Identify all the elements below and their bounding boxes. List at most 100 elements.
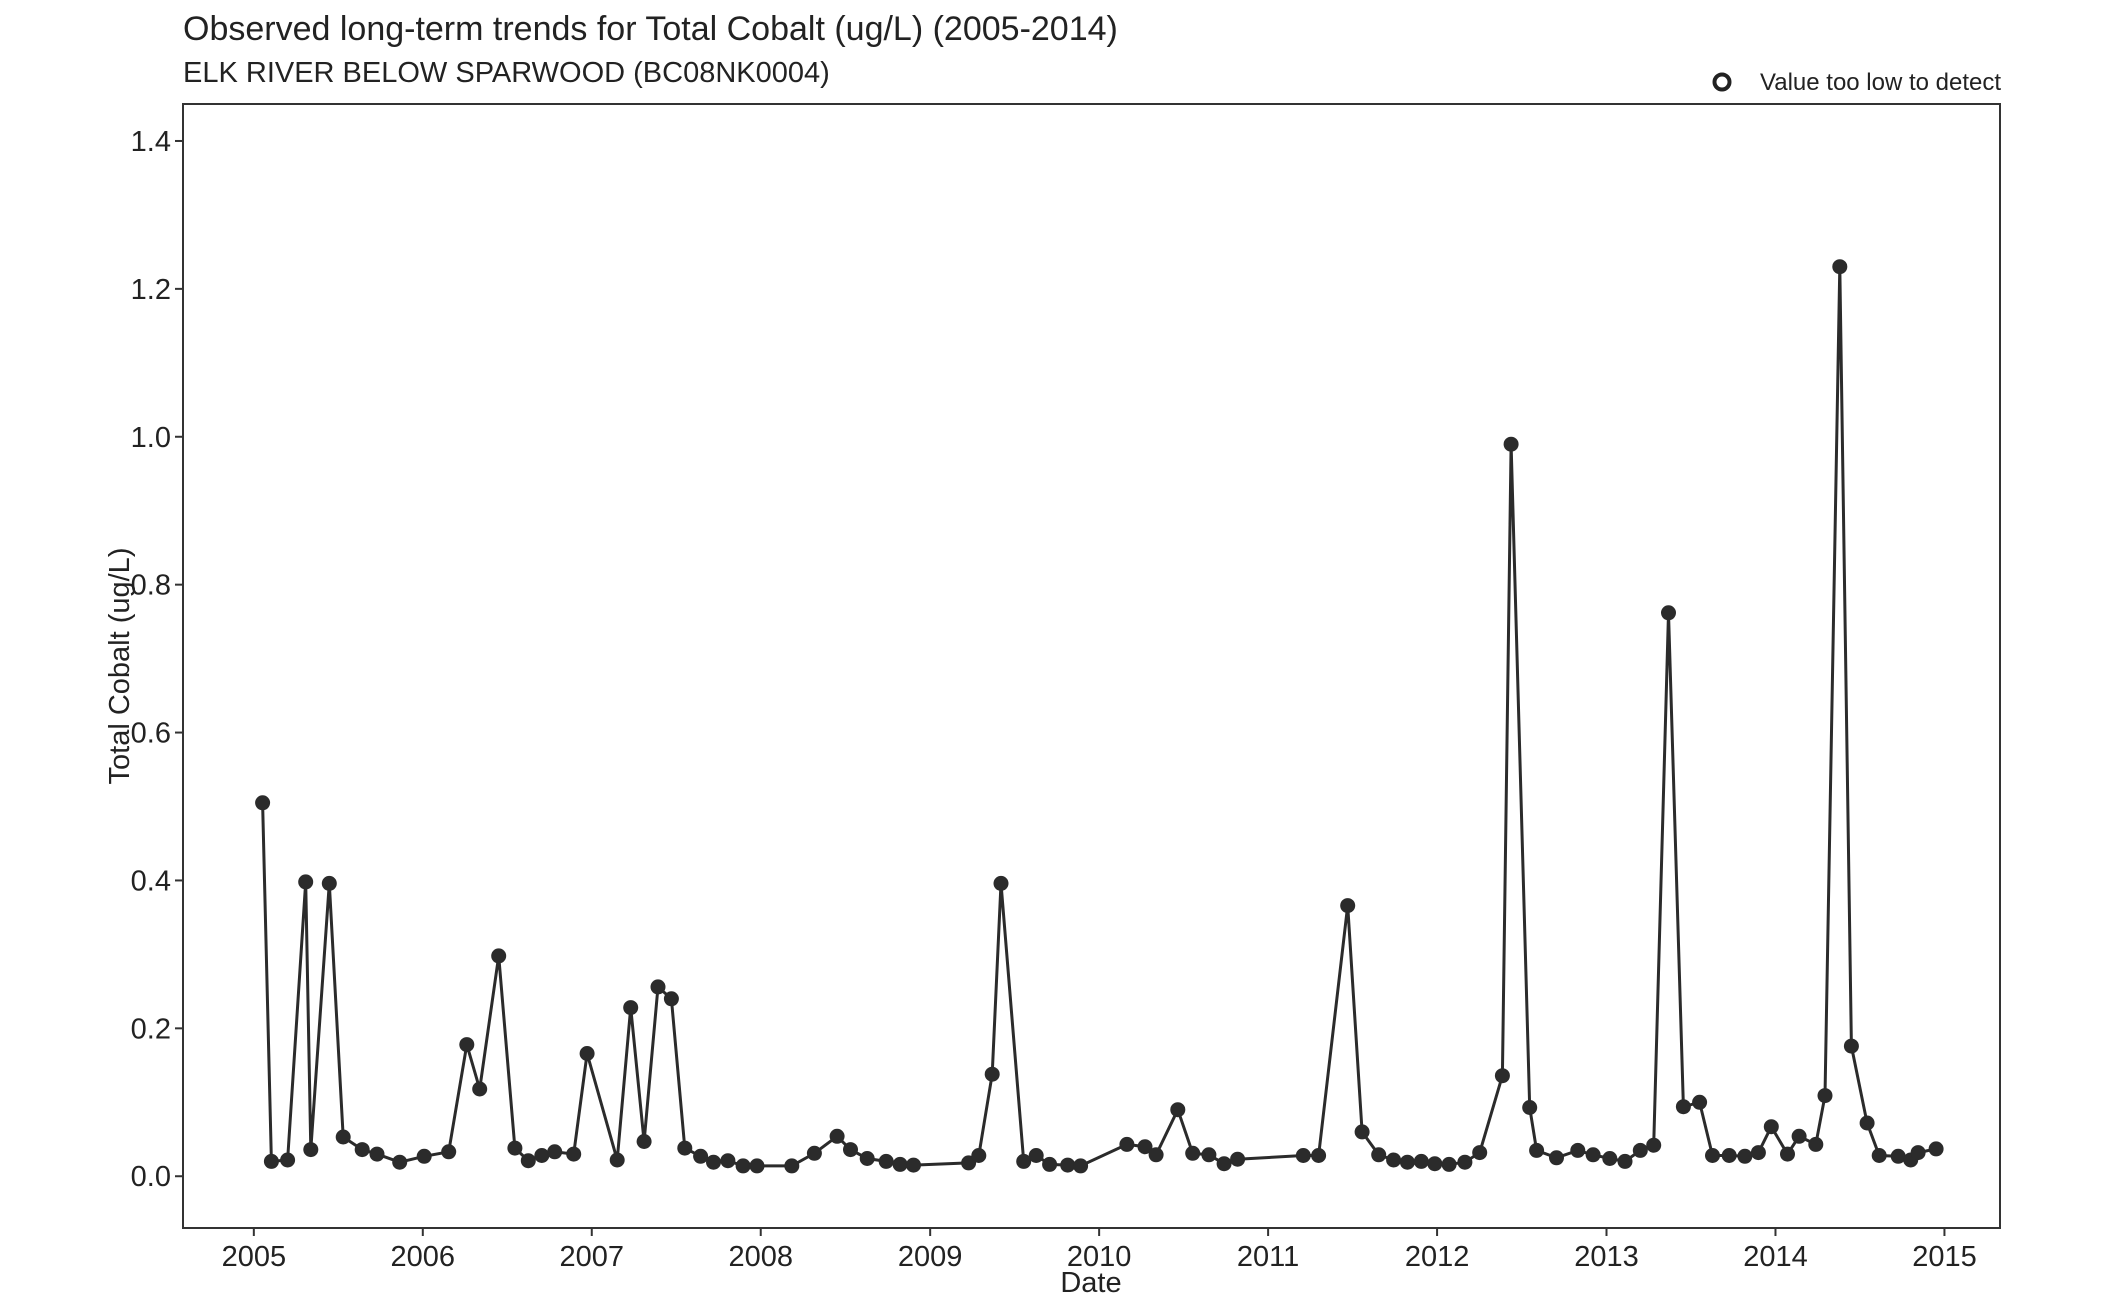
data-point bbox=[1763, 1119, 1779, 1135]
data-point bbox=[1119, 1136, 1135, 1152]
data-point bbox=[735, 1158, 751, 1174]
data-point bbox=[1871, 1148, 1887, 1163]
data-point bbox=[1427, 1156, 1443, 1172]
data-point bbox=[1910, 1145, 1926, 1161]
y-axis: 0.0 0.2 0.4 0.6 0.8 1.0 1.2 1.4 bbox=[131, 126, 183, 1193]
data-point bbox=[491, 948, 507, 964]
x-tick-label: 2014 bbox=[1743, 1241, 1808, 1273]
data-point bbox=[1230, 1151, 1246, 1167]
data-point bbox=[1060, 1157, 1076, 1173]
data-point bbox=[1585, 1147, 1601, 1163]
data-point bbox=[1859, 1115, 1875, 1131]
data-point bbox=[1413, 1153, 1429, 1169]
data-point bbox=[1073, 1158, 1089, 1174]
data-point bbox=[1472, 1145, 1488, 1161]
legend-marker bbox=[1712, 72, 1732, 92]
data-point bbox=[579, 1046, 595, 1061]
data-point bbox=[993, 875, 1009, 891]
data-point bbox=[472, 1081, 488, 1097]
data-point bbox=[1457, 1154, 1473, 1170]
y-tick-label: 0.4 bbox=[131, 865, 171, 897]
data-point bbox=[303, 1142, 319, 1158]
data-series bbox=[255, 259, 1944, 1174]
data-point bbox=[1832, 259, 1848, 275]
data-point bbox=[1016, 1153, 1032, 1169]
x-tick-label: 2007 bbox=[560, 1241, 625, 1273]
data-point bbox=[321, 875, 337, 891]
data-point bbox=[1890, 1148, 1906, 1164]
data-point bbox=[1354, 1124, 1370, 1140]
data-point bbox=[1503, 436, 1519, 452]
data-point bbox=[507, 1140, 523, 1156]
data-point bbox=[1148, 1147, 1164, 1163]
data-point bbox=[1617, 1153, 1633, 1169]
data-point bbox=[1399, 1154, 1415, 1170]
data-point bbox=[623, 1000, 639, 1016]
data-point bbox=[1311, 1148, 1327, 1163]
data-point bbox=[859, 1151, 875, 1166]
data-point bbox=[1185, 1145, 1201, 1161]
x-tick-label: 2006 bbox=[391, 1241, 456, 1273]
x-tick-label: 2012 bbox=[1405, 1241, 1470, 1273]
data-point bbox=[354, 1142, 370, 1158]
data-point bbox=[1808, 1136, 1824, 1152]
y-tick-label: 0.0 bbox=[131, 1161, 171, 1193]
data-point bbox=[298, 874, 314, 890]
data-point bbox=[1522, 1100, 1538, 1115]
data-point bbox=[892, 1156, 908, 1172]
data-point bbox=[520, 1153, 536, 1169]
data-point bbox=[566, 1146, 582, 1162]
x-tick-label: 2008 bbox=[728, 1241, 793, 1273]
data-point bbox=[1570, 1142, 1586, 1158]
data-point bbox=[706, 1154, 721, 1170]
x-tick-label: 2011 bbox=[1237, 1241, 1299, 1273]
data-point bbox=[650, 979, 666, 995]
y-tick-label: 0.6 bbox=[131, 718, 171, 750]
data-point bbox=[784, 1158, 800, 1174]
y-tick-label: 1.4 bbox=[131, 126, 171, 158]
plot-panel bbox=[182, 103, 2001, 1229]
data-point bbox=[1201, 1147, 1217, 1163]
data-point bbox=[1646, 1137, 1662, 1153]
data-point bbox=[1928, 1141, 1944, 1157]
data-point bbox=[1692, 1094, 1708, 1110]
data-point bbox=[1632, 1142, 1648, 1158]
y-tick-label: 0.2 bbox=[131, 1013, 171, 1045]
data-point bbox=[663, 991, 679, 1007]
data-point bbox=[1295, 1148, 1311, 1163]
data-point bbox=[1817, 1088, 1833, 1104]
x-tick-label: 2015 bbox=[1912, 1241, 1977, 1273]
data-point bbox=[693, 1148, 709, 1164]
data-point bbox=[1028, 1148, 1044, 1163]
legend: Value too low to detect bbox=[1712, 69, 2001, 96]
data-point bbox=[720, 1153, 736, 1169]
data-point bbox=[280, 1152, 296, 1168]
data-point bbox=[1216, 1156, 1232, 1172]
data-point bbox=[1780, 1146, 1795, 1162]
data-point bbox=[1042, 1156, 1058, 1172]
x-axis-title: Date bbox=[1060, 1267, 1121, 1299]
data-point bbox=[906, 1157, 921, 1173]
data-point bbox=[1137, 1139, 1153, 1155]
data-point bbox=[459, 1037, 475, 1053]
x-tick-label: 2010 bbox=[1067, 1241, 1132, 1273]
data-point bbox=[255, 795, 271, 811]
data-point bbox=[1602, 1151, 1618, 1166]
data-point bbox=[971, 1148, 987, 1163]
data-point bbox=[1737, 1148, 1753, 1164]
data-point bbox=[263, 1153, 279, 1169]
y-axis-title: Total Cobalt (ug/L) bbox=[104, 548, 136, 785]
data-point bbox=[1549, 1150, 1564, 1166]
data-point bbox=[1494, 1068, 1510, 1084]
data-point bbox=[1371, 1147, 1387, 1163]
data-point bbox=[829, 1128, 845, 1144]
x-tick-label: 2005 bbox=[222, 1241, 287, 1273]
data-point bbox=[335, 1129, 351, 1145]
legend-label: Value too low to detect bbox=[1760, 69, 2001, 96]
data-point bbox=[441, 1144, 457, 1160]
data-point bbox=[1675, 1099, 1691, 1115]
data-point bbox=[1843, 1038, 1859, 1054]
data-point bbox=[1721, 1148, 1737, 1163]
data-point bbox=[636, 1134, 652, 1149]
data-point bbox=[878, 1153, 894, 1169]
